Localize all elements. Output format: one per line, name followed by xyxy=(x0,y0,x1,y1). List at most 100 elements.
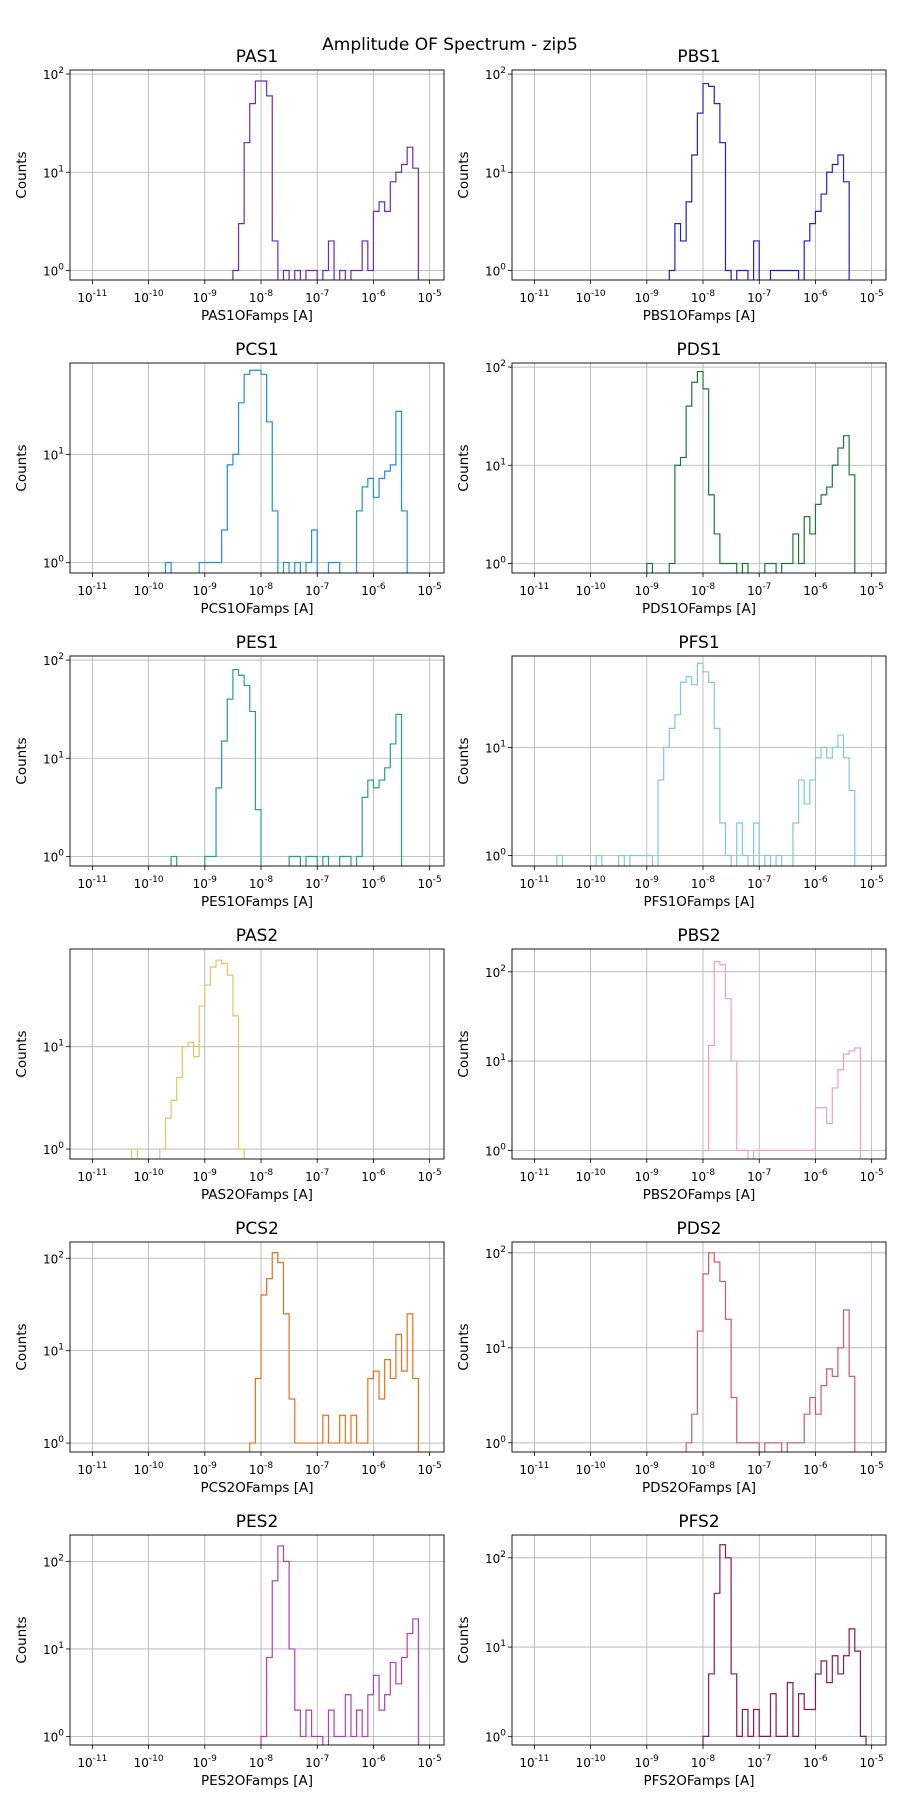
subplot-title: PFS2 xyxy=(678,1512,719,1532)
axes-frame xyxy=(69,1241,445,1453)
y-tick-label: 100 xyxy=(43,848,64,864)
x-tick-label: 10-8 xyxy=(691,582,716,598)
x-tick-label: 10-10 xyxy=(134,1168,164,1184)
x-tick-label: 10-7 xyxy=(747,875,771,891)
x-axis-label: PCS2OFamps [A] xyxy=(201,1480,314,1496)
axes-frame xyxy=(511,1241,887,1453)
x-tick-label: 10-11 xyxy=(77,289,107,305)
y-tick-label: 101 xyxy=(485,1639,506,1655)
x-axis-label: PBS1OFamps [A] xyxy=(643,308,756,324)
x-tick-label: 10-5 xyxy=(860,1754,884,1770)
x-axis-label: PDS1OFamps [A] xyxy=(642,601,756,617)
x-tick-label: 10-10 xyxy=(576,1168,606,1184)
x-axis-label: PES2OFamps [A] xyxy=(201,1773,313,1789)
x-tick-label: 10-8 xyxy=(249,582,274,598)
axes-frame xyxy=(69,1534,445,1746)
x-tick-label: 10-8 xyxy=(249,289,274,305)
figure-suptitle: Amplitude OF Spectrum - zip5 xyxy=(322,35,578,55)
x-tick-label: 10-11 xyxy=(519,1168,549,1184)
y-axis-label: Counts xyxy=(14,1323,30,1370)
x-tick-label: 10-11 xyxy=(77,1754,107,1770)
y-tick-label: 102 xyxy=(485,66,506,82)
subplot-title: PBS1 xyxy=(677,47,720,67)
y-tick-label: 102 xyxy=(43,66,64,82)
x-tick-label: 10-11 xyxy=(77,582,107,598)
x-tick-label: 10-9 xyxy=(635,1754,660,1770)
axes-frame xyxy=(69,362,445,574)
x-tick-label: 10-11 xyxy=(77,875,107,891)
subplot-pbs2: PBS2 10-11 10-10 10-9 10-8 10-7 10-6 10-5 100 101… xyxy=(456,926,887,1203)
x-tick-label: 10-10 xyxy=(576,1461,606,1477)
y-tick-label: 100 xyxy=(485,555,506,571)
x-tick-label: 10-10 xyxy=(134,289,164,305)
x-tick-label: 10-8 xyxy=(249,875,274,891)
x-tick-label: 10-9 xyxy=(193,289,218,305)
x-tick-label: 10-9 xyxy=(193,1461,218,1477)
x-tick-label: 10-11 xyxy=(77,1461,107,1477)
x-tick-label: 10-8 xyxy=(691,289,716,305)
y-tick-label: 100 xyxy=(485,1435,506,1451)
subplot-title: PES1 xyxy=(236,633,279,653)
y-tick-label: 102 xyxy=(43,652,64,668)
x-tick-label: 10-8 xyxy=(691,875,716,891)
y-tick-label: 100 xyxy=(485,1728,506,1744)
subplot-pas2: PAS2 10-11 10-10 10-9 10-8 10-7 10-6 10-5 100 101… xyxy=(14,926,445,1203)
y-axis-label: Counts xyxy=(14,737,30,784)
x-tick-label: 10-8 xyxy=(249,1461,274,1477)
histogram-step-pfs1 xyxy=(556,662,856,866)
axes-frame xyxy=(511,69,887,281)
x-tick-label: 10-5 xyxy=(418,875,442,891)
subplot-title: PCS1 xyxy=(235,340,279,360)
x-tick-label: 10-10 xyxy=(576,289,606,305)
subplot-pas1: PAS1 10-11 10-10 10-9 10-8 10-7 10-6 10-5 100 101… xyxy=(14,47,445,324)
histogram-step-pes2 xyxy=(260,1545,420,1745)
x-tick-label: 10-10 xyxy=(576,875,606,891)
y-tick-label: 100 xyxy=(485,848,506,864)
y-tick-label: 101 xyxy=(43,1039,64,1055)
x-tick-label: 10-6 xyxy=(803,1168,828,1184)
x-tick-label: 10-9 xyxy=(635,582,660,598)
x-tick-label: 10-7 xyxy=(747,289,771,305)
y-tick-label: 100 xyxy=(43,1435,64,1451)
x-tick-label: 10-5 xyxy=(860,1461,884,1477)
subplot-pds2: PDS2 10-11 10-10 10-9 10-8 10-7 10-6 10-5 100 101… xyxy=(456,1219,887,1496)
y-tick-label: 101 xyxy=(43,750,64,766)
x-tick-label: 10-7 xyxy=(305,1754,329,1770)
y-tick-label: 100 xyxy=(43,1141,64,1157)
subplot-pfs2: PFS2 10-11 10-10 10-9 10-8 10-7 10-6 10-5 100 101… xyxy=(456,1512,887,1789)
x-tick-label: 10-6 xyxy=(803,289,828,305)
x-tick-label: 10-5 xyxy=(418,1461,442,1477)
y-tick-label: 102 xyxy=(485,964,506,980)
histogram-step-pcs2 xyxy=(249,1252,420,1452)
x-tick-label: 10-6 xyxy=(803,875,828,891)
x-tick-label: 10-5 xyxy=(860,289,884,305)
x-tick-label: 10-8 xyxy=(691,1754,716,1770)
x-tick-label: 10-10 xyxy=(134,582,164,598)
x-axis-label: PDS2OFamps [A] xyxy=(642,1480,756,1496)
x-tick-label: 10-10 xyxy=(576,582,606,598)
y-tick-label: 100 xyxy=(43,1729,64,1745)
subplot-pcs2: PCS2 10-11 10-10 10-9 10-8 10-7 10-6 10-5 100 101… xyxy=(14,1219,445,1496)
subplot-title: PES2 xyxy=(236,1512,279,1532)
x-tick-label: 10-6 xyxy=(803,582,828,598)
axes-frame xyxy=(511,655,887,867)
y-tick-label: 101 xyxy=(43,164,64,180)
y-tick-label: 102 xyxy=(43,1250,64,1266)
x-tick-label: 10-11 xyxy=(519,582,549,598)
x-tick-label: 10-8 xyxy=(691,1461,716,1477)
y-tick-label: 101 xyxy=(43,1641,64,1657)
x-tick-label: 10-9 xyxy=(193,582,218,598)
subplot-pcs1: PCS1 10-11 10-10 10-9 10-8 10-7 10-6 10-5 100 101… xyxy=(14,340,445,617)
histogram-step-pcs1 xyxy=(164,369,408,573)
x-tick-label: 10-10 xyxy=(134,1754,164,1770)
subplot-title: PAS1 xyxy=(236,47,278,67)
y-tick-label: 100 xyxy=(485,262,506,278)
y-axis-label: Counts xyxy=(456,737,472,784)
histogram-step-pds1 xyxy=(646,370,856,573)
y-axis-label: Counts xyxy=(14,151,30,198)
subplot-pfs1: PFS1 10-11 10-10 10-9 10-8 10-7 10-6 10-5 100 101… xyxy=(456,633,887,910)
x-tick-label: 10-6 xyxy=(361,1168,386,1184)
histogram-step-pds2 xyxy=(685,1252,856,1452)
x-axis-label: PES1OFamps [A] xyxy=(201,894,313,910)
